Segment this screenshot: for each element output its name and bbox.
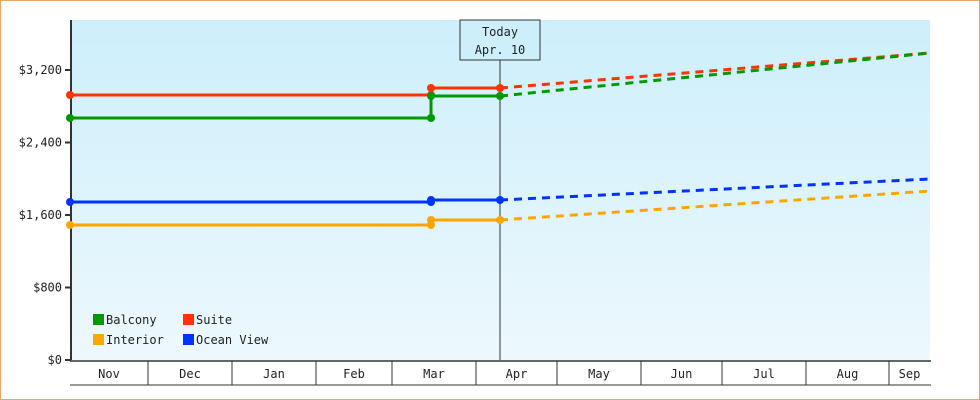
data-point	[496, 196, 504, 204]
y-tick-label: $800	[33, 281, 62, 295]
data-point	[496, 92, 504, 100]
data-point	[66, 221, 74, 229]
x-axis: Nov Dec Jan Feb Mar Apr May Jun Jul Aug Sep	[70, 360, 931, 386]
series-ocean-view	[66, 177, 931, 206]
today-label: Today	[482, 25, 518, 39]
data-point	[496, 84, 504, 92]
today-date: Apr. 10	[475, 43, 526, 57]
legend-swatch	[93, 314, 104, 325]
data-point	[427, 84, 435, 92]
legend-label: Interior	[106, 333, 164, 347]
data-point	[427, 216, 435, 224]
x-tick-label: Nov	[98, 367, 120, 381]
today-marker: Today Apr. 10	[459, 19, 541, 360]
series-interior	[66, 189, 931, 229]
legend-item-balcony: Balcony	[93, 313, 157, 327]
y-tick-label: $2,400	[19, 136, 62, 150]
x-tick-label: Apr	[506, 367, 528, 381]
x-tick-label: Aug	[837, 367, 859, 381]
x-tick-label: Mar	[423, 367, 445, 381]
data-point	[427, 196, 435, 204]
x-tick-label: May	[588, 367, 610, 381]
legend: Balcony Suite Interior Ocean View	[93, 313, 269, 347]
series-lines	[66, 51, 931, 229]
y-axis: $0 $800 $1,600 $2,400 $3,200	[19, 20, 72, 367]
x-tick-label: Sep	[899, 367, 921, 381]
data-point	[496, 216, 504, 224]
series-suite	[66, 51, 931, 99]
y-tick-label: $3,200	[19, 63, 62, 77]
x-tick-label: Jul	[753, 367, 775, 381]
legend-label: Balcony	[106, 313, 157, 327]
legend-swatch	[183, 334, 194, 345]
y-tick-label: $0	[48, 353, 62, 367]
data-point	[427, 92, 435, 100]
x-tick-label: Jan	[263, 367, 285, 381]
legend-label: Ocean View	[196, 333, 269, 347]
legend-swatch	[183, 314, 194, 325]
legend-item-interior: Interior	[93, 333, 164, 347]
legend-item-suite: Suite	[183, 313, 232, 327]
today-label-box	[459, 19, 541, 61]
y-tick-label: $1,600	[19, 208, 62, 222]
legend-item-ocean-view: Ocean View	[183, 333, 269, 347]
series-balcony	[66, 51, 931, 122]
data-point	[66, 198, 74, 206]
x-tick-label: Feb	[343, 367, 365, 381]
data-point	[427, 114, 435, 122]
x-tick-label: Dec	[179, 367, 201, 381]
legend-swatch	[93, 334, 104, 345]
data-point	[66, 91, 74, 99]
legend-label: Suite	[196, 313, 232, 327]
data-point	[66, 114, 74, 122]
x-tick-label: Jun	[671, 367, 693, 381]
